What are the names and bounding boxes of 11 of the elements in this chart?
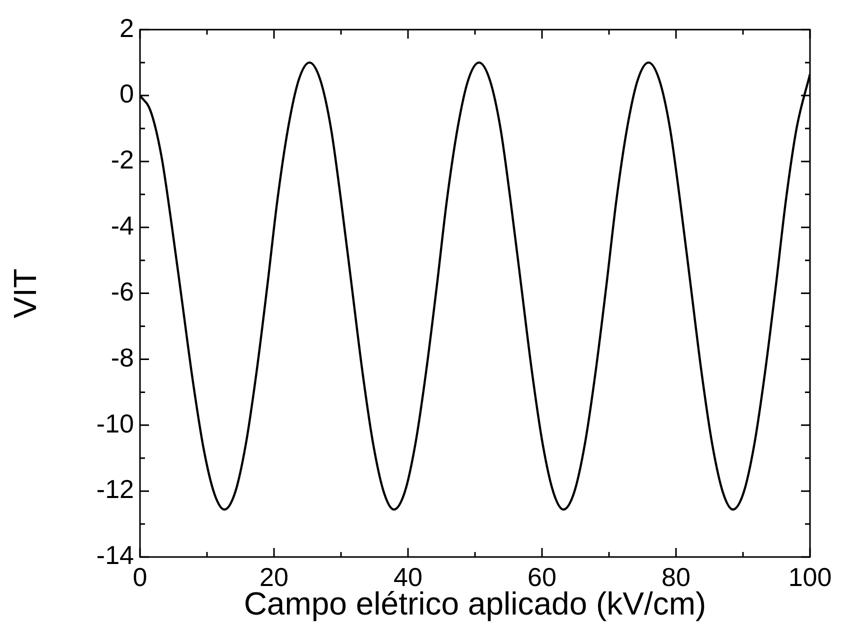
y-tick-label: -4 — [110, 210, 134, 241]
y-tick-label: -12 — [96, 474, 134, 504]
y-tick-label: -2 — [110, 144, 134, 175]
y-tick-label: -8 — [110, 342, 134, 372]
y-tick-label: 0 — [120, 78, 134, 109]
x-tick-label: 100 — [788, 562, 832, 592]
y-tick-label: -14 — [96, 540, 134, 570]
y-tick-label: -6 — [110, 276, 134, 306]
y-tick-label: -10 — [96, 408, 134, 438]
y-tick-label: 2 — [120, 12, 134, 43]
y-axis-title: VIT — [7, 268, 44, 318]
